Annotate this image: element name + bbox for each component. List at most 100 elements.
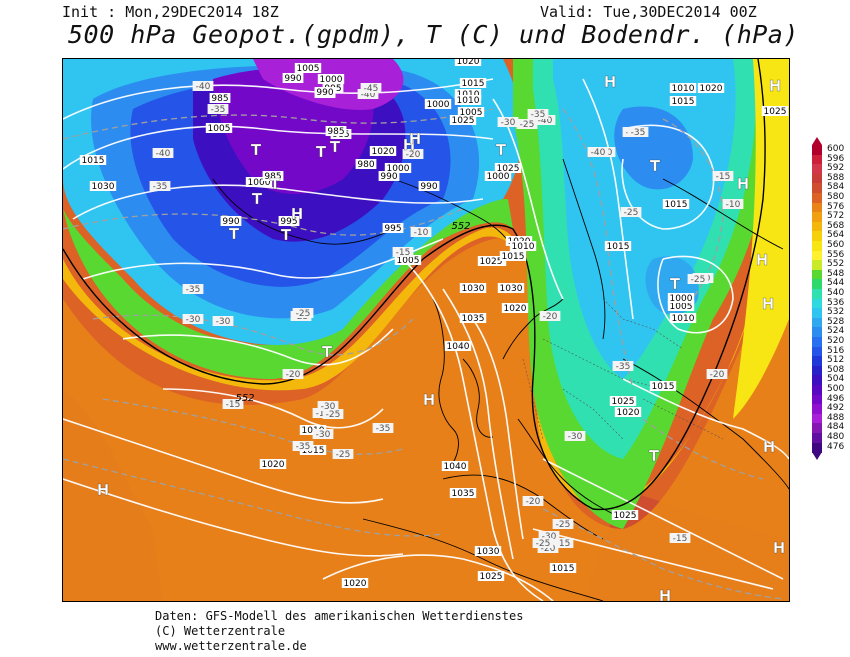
temperature-label-bg (212, 316, 234, 326)
temperature-label-bg (292, 308, 314, 318)
pressure-label-bg (509, 241, 537, 251)
pressure-label-bg (761, 106, 789, 116)
legend-label: 480 (827, 432, 845, 442)
temperature-label-bg (534, 115, 556, 125)
temperature-label: -15 (716, 172, 731, 182)
height-label: 552 (235, 393, 254, 404)
legend-swatch (812, 394, 822, 405)
pressure-label: 1010 (672, 314, 695, 324)
temperature-label: -25 (624, 208, 639, 218)
pressure-label-bg (418, 181, 440, 191)
pressure-label: 1005 (297, 64, 320, 74)
pressure-label: 1015 (652, 382, 675, 392)
low-pressure-center: T (252, 190, 263, 208)
high-pressure-center: H (762, 295, 775, 313)
temperature-label-bg (538, 531, 560, 541)
pressure-label: 1025 (480, 572, 503, 582)
pressure-label: 1015 (462, 79, 485, 89)
temperature-label-bg (282, 369, 304, 379)
pressure-label-bg (611, 510, 639, 520)
legend-label: 476 (827, 441, 845, 452)
legend-swatch (812, 154, 822, 165)
height-contours (63, 59, 766, 511)
legend-swatch (812, 289, 822, 299)
pressure-label: 1015 (552, 564, 575, 574)
pressure-label: 1015 (502, 252, 525, 262)
yellow-edge-east (733, 59, 789, 419)
pressure-label-bg (369, 146, 397, 156)
pressure-label: 1000 (248, 178, 271, 188)
pressure-label-bg (449, 488, 477, 498)
temperature-label-bg (722, 199, 744, 209)
pressure-label: 985 (327, 127, 344, 137)
height-label: 552 (451, 221, 470, 232)
temperature-label-bg (357, 89, 379, 99)
pressure-label-bg (262, 171, 284, 181)
legend-label: 564 (827, 230, 845, 241)
temperature-label-bg (564, 431, 586, 441)
temperature-label-bg (372, 423, 394, 433)
legend-swatch (812, 356, 822, 367)
temperature-label-bg (516, 119, 538, 129)
footer-copyright: (C) Wetterzentrale (155, 624, 286, 638)
temperature-label-bg (317, 401, 339, 411)
pressure-label-bg (317, 74, 345, 84)
temperature-label: -20 (541, 544, 556, 554)
temperature-label: -25 (691, 275, 706, 285)
legend-swatch (812, 423, 822, 434)
pressure-label-bg (459, 283, 487, 293)
legend-label: 540 (827, 288, 845, 298)
temperature-label-bg (192, 81, 214, 91)
pressure-label: 990 (316, 88, 333, 98)
high-pressure-center: H (291, 205, 304, 223)
temperature-label: -30 (216, 317, 231, 327)
legend-swatch (812, 241, 822, 251)
legend-label: 508 (827, 364, 845, 375)
legend-label: 532 (827, 307, 845, 318)
pressure-label: 990 (222, 217, 239, 227)
temperature-label: -45 (364, 84, 379, 94)
pressure-label-bg (484, 171, 512, 181)
high-pressure-center: H (773, 539, 786, 557)
pressure-label: 1030 (462, 284, 485, 294)
temperature-label: -15 (226, 400, 241, 410)
high-pressure-center: H (659, 587, 672, 601)
pressure-label: 1040 (444, 462, 467, 472)
pressure-label-bg (382, 223, 404, 233)
temperature-label: -35 (296, 442, 311, 452)
legend-swatch (812, 442, 822, 453)
high-pressure-center: H (737, 175, 750, 193)
pressure-label-bg (669, 83, 697, 93)
pressure-label: 1025 (764, 107, 787, 117)
temperature-label-bg (669, 533, 691, 543)
orange-belt (63, 59, 789, 601)
footer-url: www.wetterzentrale.de (155, 639, 307, 653)
pressure-label-bg (294, 63, 322, 73)
legend-swatch (812, 327, 822, 338)
temperature-label-bg (620, 207, 642, 217)
pressure-label-bg (549, 563, 577, 573)
init-time: Init : Mon,29DEC2014 18Z (62, 3, 279, 21)
temperature-label: -25 (520, 120, 535, 130)
map-title: 500 hPa Geopot.(gpdm), T (C) und Bodendr… (68, 20, 799, 49)
legend-label: 496 (827, 393, 845, 404)
temperature-label-bg (687, 274, 709, 284)
temperature-label-bg (152, 148, 174, 158)
pressure-label-bg (259, 459, 287, 469)
temperature-label: -35 (153, 182, 168, 192)
temperature-label: -20 (406, 150, 421, 160)
temperature-label: -40 (156, 149, 171, 159)
height-labels: 552 552 (235, 221, 470, 404)
temperature-label: -40 (361, 90, 376, 100)
temperature-label: -25 (556, 520, 571, 530)
high-pressure-center: H (423, 391, 436, 409)
legend-label: 572 (827, 211, 845, 222)
pressure-label: 1030 (477, 547, 500, 557)
footer-source: Daten: GFS-Modell des amerikanischen Wet… (155, 609, 524, 623)
pressure-label-bg (662, 199, 690, 209)
temperature-label: -20 (543, 312, 558, 322)
legend-swatch (812, 212, 822, 223)
pressure-label-bg (454, 59, 482, 66)
high-pressure-center: H (604, 73, 617, 91)
legend-swatch (812, 260, 822, 271)
